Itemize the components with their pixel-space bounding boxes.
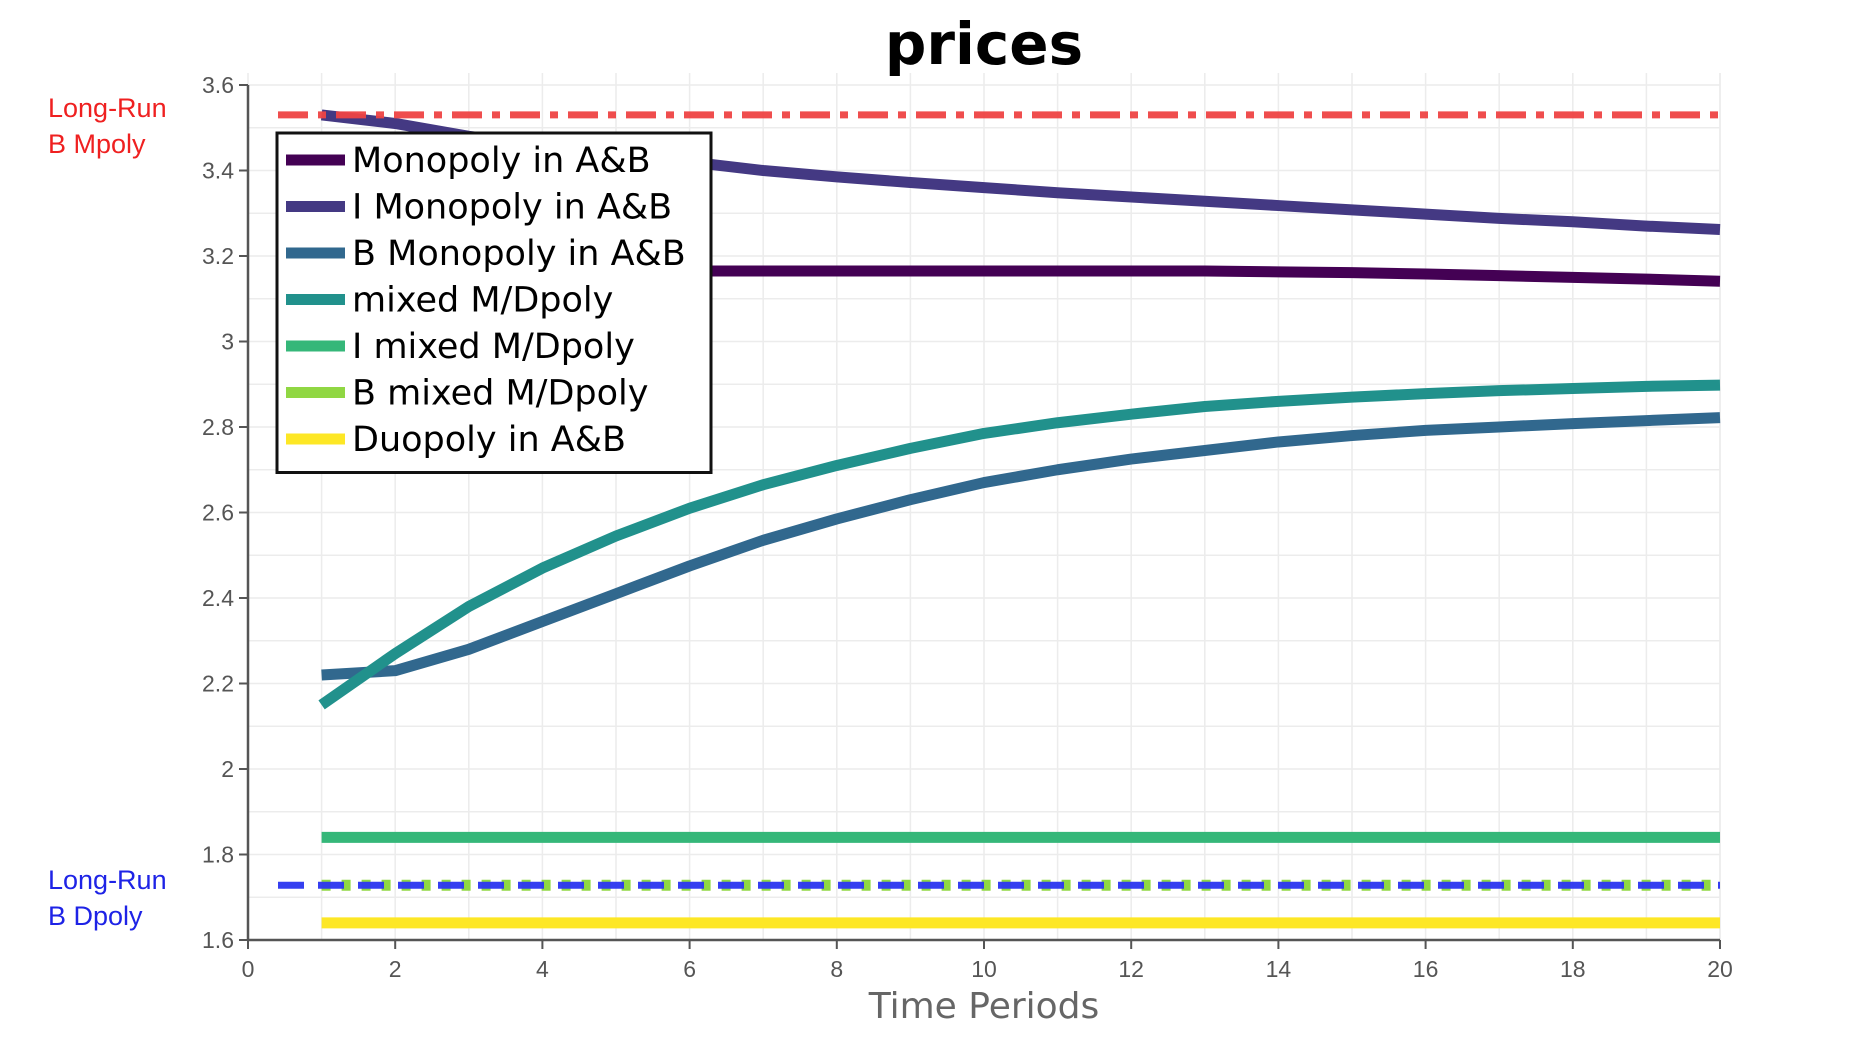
legend-entry: I Monopoly in A&B <box>286 188 672 228</box>
y-tick-label: 3.2 <box>202 243 234 269</box>
legend-entry: I mixed M/Dpoly <box>286 327 635 367</box>
series-line-3 <box>318 379 1721 710</box>
x-tick-label: 12 <box>1118 956 1144 982</box>
legend-entry: Duopoly in A&B <box>286 420 626 460</box>
y-tick-labels: 1.6 1.8 2 2.2 2.4 2.6 2.8 3 3.2 3.4 3.6 <box>202 72 248 953</box>
y-tick-label: 2.4 <box>202 585 234 611</box>
y-tick-label: 1.8 <box>202 842 234 868</box>
legend-label: I mixed M/Dpoly <box>352 327 635 367</box>
y-tick-label: 2.6 <box>202 500 234 526</box>
legend-label: mixed M/Dpoly <box>352 281 613 321</box>
legend: Monopoly in A&B I Monopoly in A&B B Monopo… <box>275 131 713 474</box>
x-tick-label: 4 <box>536 956 549 982</box>
ref-label-dpoly-line1: Long-Run <box>48 865 167 895</box>
chart-title: prices <box>885 10 1083 78</box>
x-tick-label: 16 <box>1413 956 1439 982</box>
legend-label: B Monopoly in A&B <box>352 234 686 274</box>
series-line-2 <box>321 412 1721 681</box>
x-tick-label: 8 <box>830 956 843 982</box>
x-tick-label: 10 <box>971 956 997 982</box>
legend-label: Monopoly in A&B <box>352 141 651 181</box>
legend-box <box>275 131 713 474</box>
y-tick-label: 3 <box>221 329 234 355</box>
y-tick-label: 3.6 <box>202 72 234 98</box>
legend-entry: Monopoly in A&B <box>286 141 651 181</box>
x-axis-label: Time Periods <box>868 986 1100 1027</box>
ref-label-dpoly-line2: B Dpoly <box>48 901 143 931</box>
x-tick-label: 0 <box>242 956 255 982</box>
ref-label-mpoly: Long-Run B Mpoly <box>48 93 167 159</box>
y-tick-label: 1.6 <box>202 927 234 953</box>
y-tick-label: 2 <box>221 756 234 782</box>
legend-label: B mixed M/Dpoly <box>352 374 648 414</box>
reference-lines <box>278 111 1720 889</box>
x-tick-label: 2 <box>389 956 402 982</box>
y-tick-label: 3.4 <box>202 158 234 184</box>
x-tick-label: 6 <box>683 956 696 982</box>
y-tick-label: 2.2 <box>202 671 234 697</box>
legend-label: Duopoly in A&B <box>352 420 626 460</box>
ref-label-mpoly-line1: Long-Run <box>48 93 167 123</box>
x-tick-labels: 0 2 4 6 8 10 12 14 16 18 20 <box>242 940 1733 982</box>
x-tick-label: 18 <box>1560 956 1586 982</box>
x-tick-label: 20 <box>1707 956 1733 982</box>
legend-label: I Monopoly in A&B <box>352 188 672 228</box>
ref-label-mpoly-line2: B Mpoly <box>48 129 146 159</box>
legend-entry: B mixed M/Dpoly <box>286 374 648 414</box>
legend-entry: mixed M/Dpoly <box>286 281 613 321</box>
x-tick-label: 14 <box>1266 956 1292 982</box>
legend-entry: B Monopoly in A&B <box>286 234 686 274</box>
y-tick-label: 2.8 <box>202 414 234 440</box>
ref-label-dpoly: Long-Run B Dpoly <box>48 865 167 931</box>
